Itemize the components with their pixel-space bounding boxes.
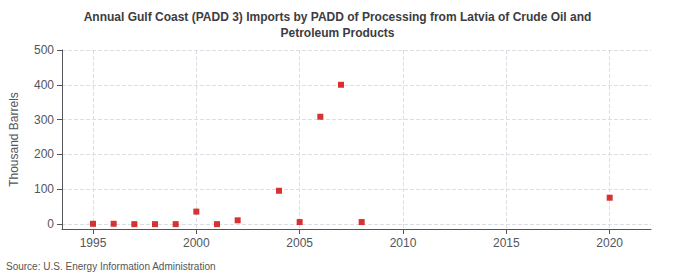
svg-text:0: 0 xyxy=(47,217,54,231)
svg-text:2015: 2015 xyxy=(493,236,520,250)
svg-text:2000: 2000 xyxy=(183,236,210,250)
svg-text:100: 100 xyxy=(34,182,54,196)
svg-text:Thousand Barrels: Thousand Barrels xyxy=(7,92,21,187)
svg-text:Annual Gulf Coast (PADD 3) Imp: Annual Gulf Coast (PADD 3) Imports by PA… xyxy=(84,10,592,24)
svg-text:400: 400 xyxy=(34,78,54,92)
svg-text:2020: 2020 xyxy=(596,236,623,250)
svg-text:1995: 1995 xyxy=(80,236,107,250)
svg-text:200: 200 xyxy=(34,147,54,161)
svg-text:500: 500 xyxy=(34,43,54,57)
svg-text:2005: 2005 xyxy=(286,236,313,250)
svg-text:300: 300 xyxy=(34,113,54,127)
svg-text:Petroleum Products: Petroleum Products xyxy=(280,26,394,40)
svg-text:Source: U.S. Energy Informatio: Source: U.S. Energy Information Administ… xyxy=(6,261,216,272)
svg-text:2010: 2010 xyxy=(390,236,417,250)
